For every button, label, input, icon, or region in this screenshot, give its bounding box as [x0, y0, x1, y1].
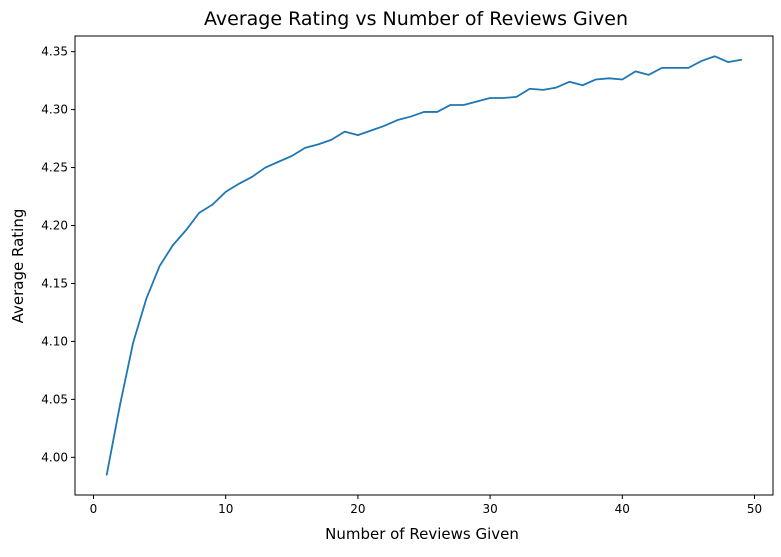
plot-frame — [74, 35, 774, 496]
data-point — [251, 176, 253, 178]
data-point — [410, 115, 412, 118]
data-point — [687, 67, 689, 69]
y-axis: 4.00 4.05 4.10 4.15 4.20 4.25 4.30 4.35 — [41, 45, 75, 464]
data-point — [542, 89, 544, 91]
data-point — [185, 229, 187, 231]
y-tick-label: 4.15 — [41, 276, 68, 290]
data-point — [502, 97, 504, 99]
data-point — [344, 131, 346, 133]
data-point — [317, 143, 319, 145]
data-point — [515, 96, 518, 98]
data-point — [225, 191, 227, 193]
x-tick-label: 30 — [482, 502, 497, 516]
x-tick-label: 10 — [218, 502, 233, 516]
data-point — [555, 86, 557, 89]
data-point — [132, 341, 134, 344]
y-tick-label: 4.35 — [41, 45, 68, 59]
data-point — [701, 60, 703, 62]
y-tick-label: 4.00 — [41, 450, 68, 464]
data-point — [529, 88, 531, 90]
data-point — [436, 111, 438, 113]
data-point — [383, 125, 385, 127]
data-point — [634, 70, 637, 72]
y-tick-label: 4.20 — [41, 219, 68, 233]
x-tick-label: 40 — [615, 502, 630, 516]
data-point — [621, 78, 623, 81]
data-point — [423, 111, 425, 113]
data-point — [727, 61, 729, 63]
data-point — [159, 265, 161, 267]
data-point — [661, 67, 663, 69]
plot-area: 0 10 20 30 40 50 4.00 4.05 4.10 4.15 4.20 4.25 4.30… — [41, 35, 774, 516]
data-point — [119, 404, 121, 406]
data-point — [740, 59, 742, 61]
data-point — [304, 147, 306, 149]
data-point — [106, 474, 108, 476]
data-point — [476, 100, 478, 103]
x-tick-label: 20 — [350, 502, 365, 516]
data-point — [145, 297, 147, 300]
data-point — [357, 134, 359, 136]
data-point — [172, 244, 174, 246]
x-tick-label: 50 — [747, 502, 762, 516]
y-tick-label: 4.25 — [41, 161, 68, 175]
chart-title: Average Rating vs Number of Reviews Give… — [204, 8, 628, 30]
series-layer — [105, 55, 743, 476]
data-point — [198, 212, 200, 214]
data-point — [714, 55, 716, 57]
data-point — [264, 166, 266, 169]
y-tick-label: 4.30 — [41, 103, 68, 117]
data-point — [463, 104, 465, 106]
data-point — [674, 67, 676, 69]
data-point — [595, 78, 597, 81]
data-point — [449, 104, 452, 106]
data-point — [330, 139, 333, 141]
data-point — [211, 204, 214, 206]
y-tick-label: 4.10 — [41, 334, 68, 348]
data-point — [238, 183, 240, 185]
data-point — [582, 84, 584, 86]
data-point — [370, 129, 372, 132]
y-axis-title: Average Rating — [9, 209, 27, 324]
data-point — [489, 97, 491, 99]
data-point — [648, 74, 650, 76]
x-axis: 0 10 20 30 40 50 — [90, 495, 762, 516]
data-point — [291, 155, 293, 157]
data-point — [608, 77, 610, 79]
y-tick-label: 4.05 — [41, 392, 68, 406]
data-point — [277, 161, 280, 163]
data-point — [568, 81, 571, 83]
data-point — [396, 119, 399, 121]
x-tick-label: 0 — [90, 502, 98, 516]
x-axis-title: Number of Reviews Given — [325, 525, 519, 543]
